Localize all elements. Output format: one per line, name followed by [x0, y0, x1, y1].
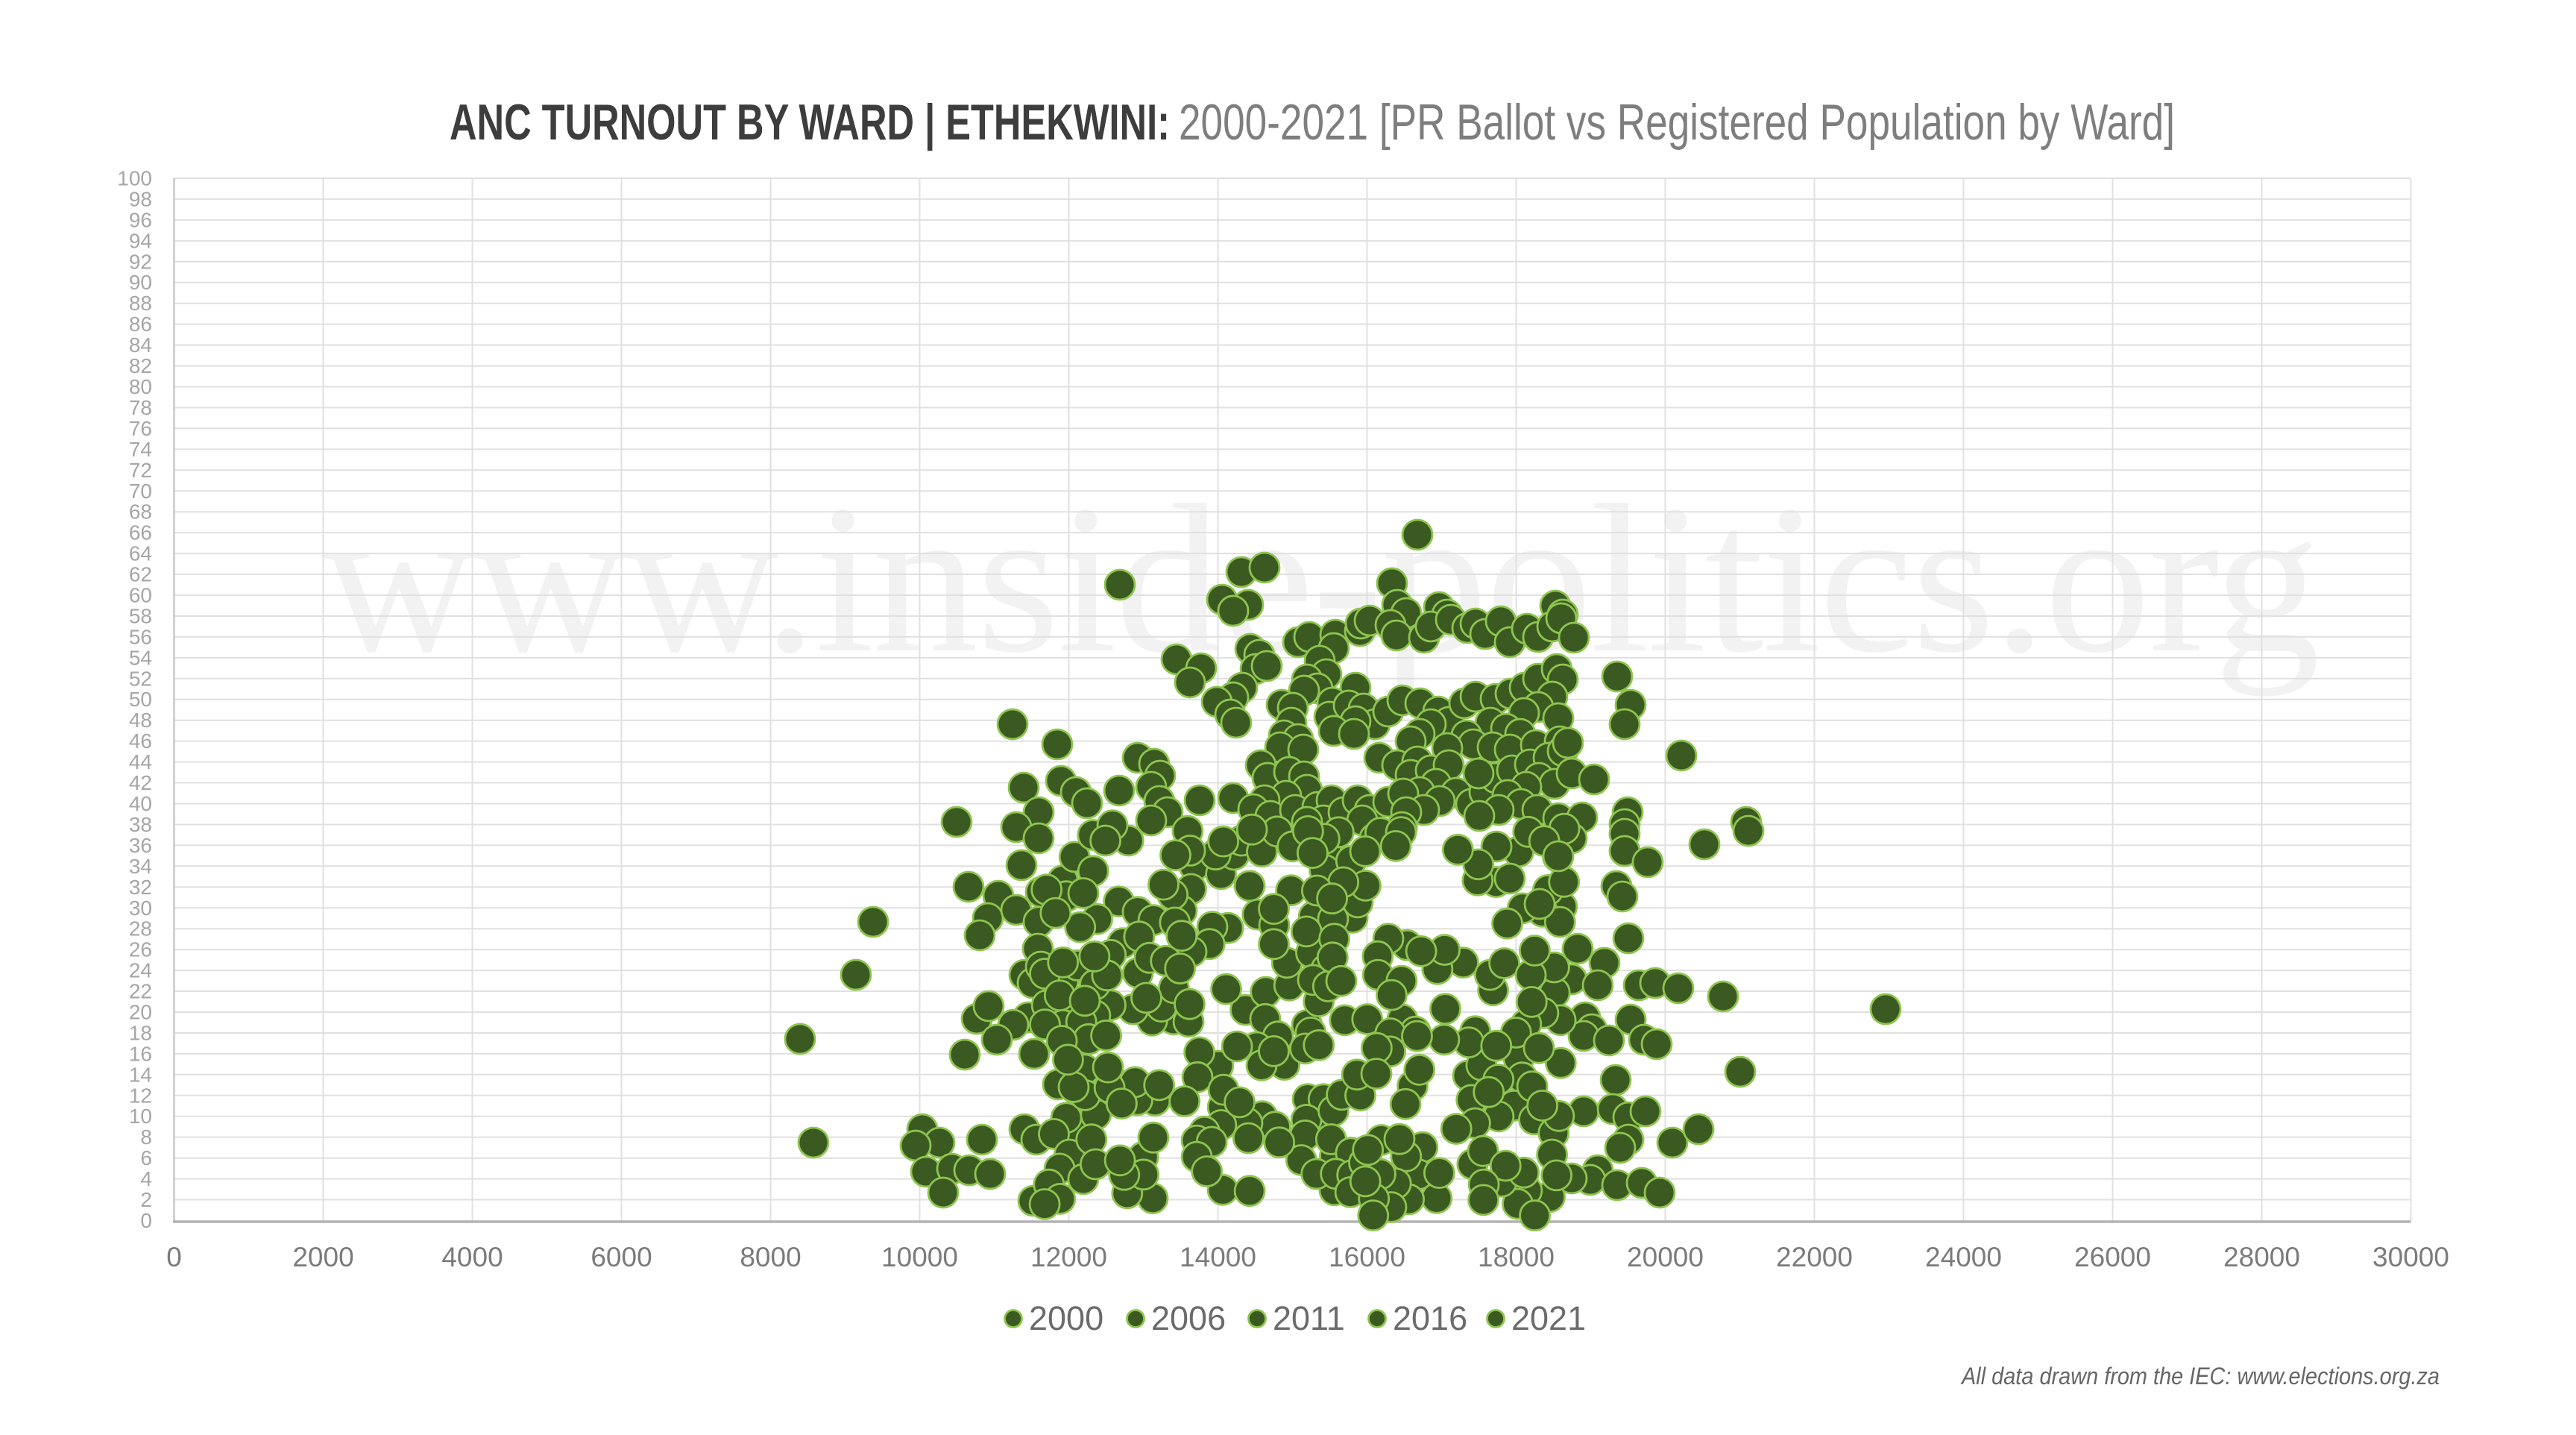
svg-text:2011: 2011 [1273, 1299, 1345, 1337]
svg-text:30: 30 [129, 897, 152, 920]
svg-text:2016: 2016 [1393, 1299, 1467, 1337]
svg-text:2000-2021 [PR Ballot vs Regist: 2000-2021 [PR Ballot vs Registered Popul… [1179, 94, 2175, 151]
svg-text:6000: 6000 [591, 1242, 652, 1272]
svg-text:84: 84 [129, 333, 152, 357]
svg-text:All data drawn from the IEC: w: All data drawn from the IEC: www.electio… [1960, 1363, 2440, 1390]
svg-text:18: 18 [129, 1022, 152, 1045]
svg-text:10000: 10000 [881, 1242, 958, 1272]
svg-text:66: 66 [129, 521, 152, 544]
svg-text:98: 98 [129, 187, 152, 210]
svg-text:42: 42 [129, 771, 152, 794]
svg-text:26: 26 [129, 938, 152, 961]
svg-text:34: 34 [129, 855, 152, 878]
svg-text:70: 70 [129, 480, 152, 503]
svg-text:16000: 16000 [1329, 1242, 1405, 1272]
svg-text:22: 22 [129, 980, 152, 1003]
svg-text:60: 60 [129, 584, 152, 607]
svg-text:58: 58 [129, 605, 152, 628]
svg-text:32: 32 [129, 876, 152, 899]
svg-text:2: 2 [140, 1188, 152, 1211]
svg-text:38: 38 [129, 813, 152, 836]
svg-text:62: 62 [129, 563, 152, 586]
svg-text:30000: 30000 [2372, 1242, 2449, 1272]
svg-text:100: 100 [117, 167, 152, 190]
svg-text:24: 24 [129, 959, 152, 982]
svg-text:ANC TURNOUT BY WARD | ETHEKWIN: ANC TURNOUT BY WARD | ETHEKWINI: [450, 94, 1170, 151]
svg-text:76: 76 [129, 417, 152, 440]
svg-text:52: 52 [129, 667, 152, 690]
svg-text:78: 78 [129, 396, 152, 419]
svg-text:74: 74 [129, 438, 152, 461]
svg-text:68: 68 [129, 500, 152, 524]
svg-text:28000: 28000 [2223, 1242, 2300, 1272]
svg-text:22000: 22000 [1776, 1242, 1853, 1272]
svg-text:46: 46 [129, 729, 152, 753]
svg-text:12: 12 [129, 1084, 152, 1107]
svg-text:14: 14 [129, 1063, 152, 1086]
svg-text:48: 48 [129, 709, 152, 732]
svg-text:2006: 2006 [1151, 1299, 1226, 1337]
svg-text:2000: 2000 [292, 1242, 353, 1272]
svg-text:26000: 26000 [2074, 1242, 2151, 1272]
svg-text:44: 44 [129, 750, 152, 773]
svg-text:18000: 18000 [1478, 1242, 1555, 1272]
svg-text:8000: 8000 [740, 1242, 801, 1272]
svg-text:0: 0 [140, 1209, 152, 1232]
svg-text:96: 96 [129, 208, 152, 231]
svg-text:88: 88 [129, 292, 152, 315]
svg-text:20000: 20000 [1627, 1242, 1704, 1272]
svg-text:4: 4 [140, 1167, 152, 1190]
svg-text:92: 92 [129, 250, 152, 273]
svg-text:6: 6 [140, 1146, 152, 1169]
svg-text:72: 72 [129, 459, 152, 482]
svg-text:2000: 2000 [1029, 1299, 1103, 1337]
svg-text:16: 16 [129, 1042, 152, 1065]
svg-text:36: 36 [129, 834, 152, 857]
svg-text:24000: 24000 [1925, 1242, 2002, 1272]
svg-text:10: 10 [129, 1105, 152, 1128]
svg-text:50: 50 [129, 688, 152, 711]
svg-text:94: 94 [129, 229, 152, 252]
svg-text:4000: 4000 [441, 1242, 503, 1272]
svg-text:56: 56 [129, 625, 152, 648]
svg-text:80: 80 [129, 375, 152, 398]
svg-text:82: 82 [129, 354, 152, 377]
svg-text:12000: 12000 [1030, 1242, 1107, 1272]
svg-text:40: 40 [129, 792, 152, 815]
svg-text:20: 20 [129, 1001, 152, 1024]
svg-text:14000: 14000 [1180, 1242, 1256, 1272]
svg-text:2021: 2021 [1511, 1299, 1586, 1337]
svg-text:8: 8 [140, 1125, 152, 1149]
svg-text:28: 28 [129, 917, 152, 941]
svg-text:86: 86 [129, 313, 152, 336]
svg-text:54: 54 [129, 646, 152, 669]
svg-text:0: 0 [166, 1242, 182, 1272]
svg-text:90: 90 [129, 271, 152, 294]
svg-text:64: 64 [129, 542, 152, 565]
